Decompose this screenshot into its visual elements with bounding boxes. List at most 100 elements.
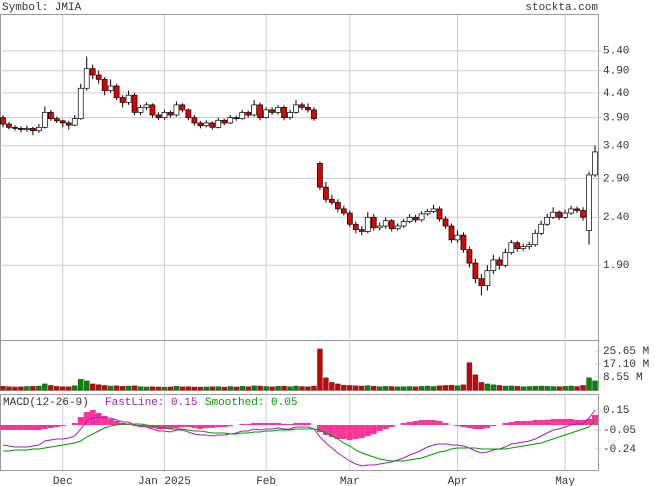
volume-bar [251, 385, 257, 391]
volume-bar [263, 386, 269, 391]
candle-body [358, 229, 365, 232]
volume-bar [119, 386, 126, 391]
macd-histogram-bar [161, 425, 168, 429]
candle-body [41, 112, 48, 128]
candle-body [233, 117, 240, 120]
candle-body [71, 118, 78, 126]
macd-histogram-bar [568, 419, 575, 425]
y-tick-label: 25.65 M [603, 346, 649, 358]
candle-body [388, 220, 395, 230]
candle-body [478, 278, 485, 287]
candle-body [36, 126, 42, 132]
volume-bar [394, 386, 401, 391]
volume-bar [388, 386, 395, 391]
candle-body [197, 122, 204, 127]
volume-bar [305, 386, 311, 391]
candle-body [101, 78, 108, 91]
macd-histogram-bar [245, 424, 252, 425]
volume-bar [514, 386, 520, 391]
candle-body [520, 246, 527, 249]
volume-bar [592, 380, 598, 391]
candle-body [311, 109, 317, 120]
volume-bar [347, 385, 353, 391]
macd-histogram-bar [454, 425, 461, 426]
volume-bar [538, 385, 544, 391]
macd-histogram-bar [83, 412, 90, 425]
x-tick-label: Apr [448, 476, 468, 486]
macd-histogram-bar [287, 424, 294, 425]
volume-bar [383, 386, 389, 391]
macd-histogram-bar [251, 423, 258, 425]
x-tick-label: Feb [256, 476, 276, 486]
macd-histogram-bar [532, 420, 539, 425]
volume-bar [89, 383, 96, 391]
candle-body [562, 212, 568, 218]
candle-body [364, 216, 371, 232]
macd-histogram-bar [544, 420, 551, 425]
candle-body [191, 117, 198, 124]
candle-body [137, 107, 144, 113]
candle-body [269, 109, 275, 113]
volume-bar [335, 383, 341, 391]
legend-entry: FastLine: 0.15 [105, 397, 197, 409]
volume-bar [430, 386, 437, 391]
volume-bar [209, 386, 215, 391]
x-tick-label: Mar [340, 476, 360, 486]
volume-bar [556, 386, 562, 391]
macd-histogram-bar [352, 425, 359, 439]
candle-body [424, 211, 431, 215]
candle-body [418, 213, 425, 221]
volume-bar [520, 386, 526, 391]
candle-body [95, 74, 102, 80]
candle-body [257, 104, 263, 118]
candle-body [544, 216, 551, 225]
candle-body [448, 225, 455, 241]
volume-bar [478, 382, 485, 391]
volume-bar [329, 382, 335, 391]
volume-bar [215, 386, 221, 391]
macd-histogram-bar [53, 425, 60, 427]
volume-bar [568, 385, 574, 391]
volume-bar [317, 348, 323, 391]
volume-bar [365, 385, 371, 391]
volume-bar [161, 386, 168, 391]
candle-body [472, 262, 479, 279]
candle-body [382, 220, 389, 227]
candle-body [167, 112, 174, 116]
volume-bar [203, 386, 210, 391]
candle-body [0, 117, 6, 125]
volume-bar [502, 385, 509, 391]
volume-bar [167, 386, 174, 391]
candle-body [185, 109, 192, 118]
macd-histogram-bar [179, 425, 186, 427]
volume-bar [424, 385, 431, 391]
candle-body [394, 225, 401, 230]
volume-bar [0, 385, 6, 391]
volume-bar [18, 386, 24, 391]
macd-histogram-bar [556, 419, 563, 425]
macd-histogram-bar [35, 425, 42, 430]
candle-body [293, 104, 299, 113]
macd-histogram-bar [11, 425, 18, 430]
candle-body [352, 223, 359, 230]
macd-histogram-bar [364, 425, 371, 436]
macd-histogram-bar [227, 425, 234, 426]
candle-body [299, 104, 305, 108]
macd-histogram-bar [472, 425, 479, 429]
volume-bar [78, 379, 84, 391]
price-frame [0, 14, 599, 341]
macd-histogram-bar [71, 423, 78, 425]
candle-body [484, 270, 491, 287]
candle-body [89, 68, 96, 76]
volume-bar [185, 386, 192, 391]
candle-body [454, 234, 461, 241]
x-tick-label: Dec [53, 476, 73, 486]
volume-bar [466, 362, 473, 391]
volume-bar [221, 386, 227, 391]
volume-bar [544, 386, 550, 391]
macd-histogram-bar [95, 413, 102, 425]
volume-bar [24, 386, 30, 391]
macd-histogram-bar [490, 425, 497, 426]
macd-histogram-bar [293, 423, 299, 425]
